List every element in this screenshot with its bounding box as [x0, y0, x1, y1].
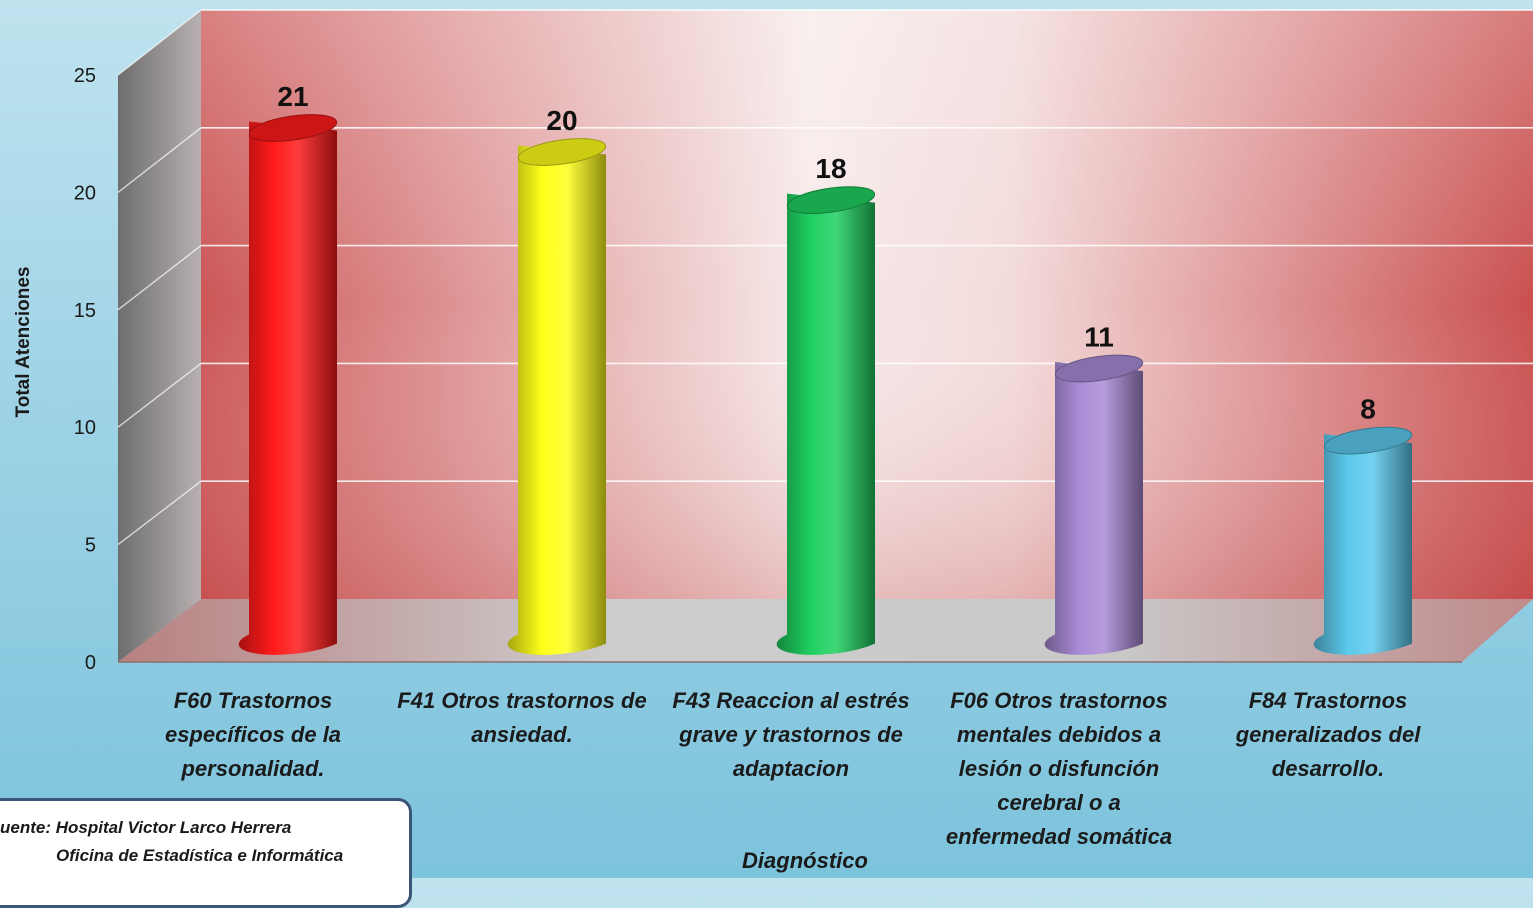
x-tick-label: F06 Otros trastornos mentales debidos a le… — [924, 684, 1194, 854]
data-label: 21 — [277, 81, 308, 112]
x-tick-label-line: F84 Trastornos — [1248, 688, 1408, 713]
gridline-side — [117, 9, 202, 76]
data-label: 8 — [1360, 394, 1376, 425]
bar — [776, 193, 875, 655]
x-tick-label: F41 Otros trastornos de ansiedad. — [387, 684, 657, 752]
x-tick-label-line: específicos de la — [164, 722, 342, 747]
bar-top-cap — [248, 114, 338, 142]
y-tick-label: 10 — [74, 417, 96, 439]
x-tick-label: F60 Trastornos específicos de la personali… — [118, 684, 388, 786]
gridline-side — [117, 480, 202, 546]
x-tick-label-line: cerebral o a — [997, 790, 1121, 815]
y-tick-label: 0 — [85, 652, 96, 674]
bar-top-cap — [1323, 426, 1413, 455]
bar-top-cap — [517, 138, 607, 166]
bar-top-cap — [786, 186, 876, 215]
gridline-side — [117, 362, 202, 428]
data-label: 11 — [1084, 321, 1114, 352]
x-tick-label-line: enfermedad somática — [945, 824, 1173, 849]
x-tick-label-line: generalizados del — [1235, 722, 1421, 747]
bar — [1044, 361, 1143, 655]
y-tick-label: 5 — [85, 535, 96, 557]
chart-side-wall — [118, 10, 201, 662]
x-tick-label-line: mentales debidos a — [956, 722, 1162, 747]
chart-plot-area: 0 5 10 15 20 25 21 20 18 11 8 — [74, 9, 1533, 674]
data-label: 18 — [815, 153, 846, 184]
x-tick-label-line: adaptacion — [732, 756, 850, 781]
data-label: 20 — [546, 105, 577, 136]
x-tick-label: F43 Reaccion al estrés grave y trastornos… — [656, 684, 926, 786]
bar — [507, 145, 606, 655]
y-tick-label: 15 — [74, 300, 96, 322]
y-tick-label: 25 — [74, 65, 96, 87]
bar-top-cap — [1054, 354, 1144, 383]
gridline-side — [117, 245, 202, 311]
x-tick-label-line: ansiedad. — [471, 722, 573, 747]
x-tick-label-line: grave y trastornos de — [679, 722, 903, 747]
x-tick-label-line: F41 Otros trastornos de — [397, 688, 647, 713]
y-axis-title: Total Atenciones — [13, 266, 34, 418]
y-tick-label: 20 — [74, 182, 96, 204]
x-tick-label-line: F60 Trastornos — [173, 688, 333, 713]
x-axis-title: Diagnóstico — [742, 848, 868, 873]
x-tick-label: F84 Trastornos generalizados del desarroll… — [1193, 684, 1463, 786]
gridline-side — [117, 127, 202, 193]
bar — [1313, 434, 1412, 655]
x-tick-label-line: F06 Otros trastornos — [950, 688, 1168, 713]
x-tick-label-line: personalidad. — [181, 756, 325, 781]
bar-chart: 0 5 10 15 20 25 21 20 18 11 8 F60 Trastornos espec… — [0, 9, 1533, 908]
x-tick-label-line: F43 Reaccion al estrés — [672, 688, 910, 713]
x-tick-label-line: desarrollo. — [1271, 756, 1385, 781]
source-line-institution: uente: Hospital Victor Larco Herrera — [0, 818, 292, 837]
x-tick-label-line: lesión o disfunción — [958, 756, 1160, 781]
source-line-office: Oficina de Estadística e Informática — [56, 846, 344, 865]
bar — [238, 121, 337, 655]
